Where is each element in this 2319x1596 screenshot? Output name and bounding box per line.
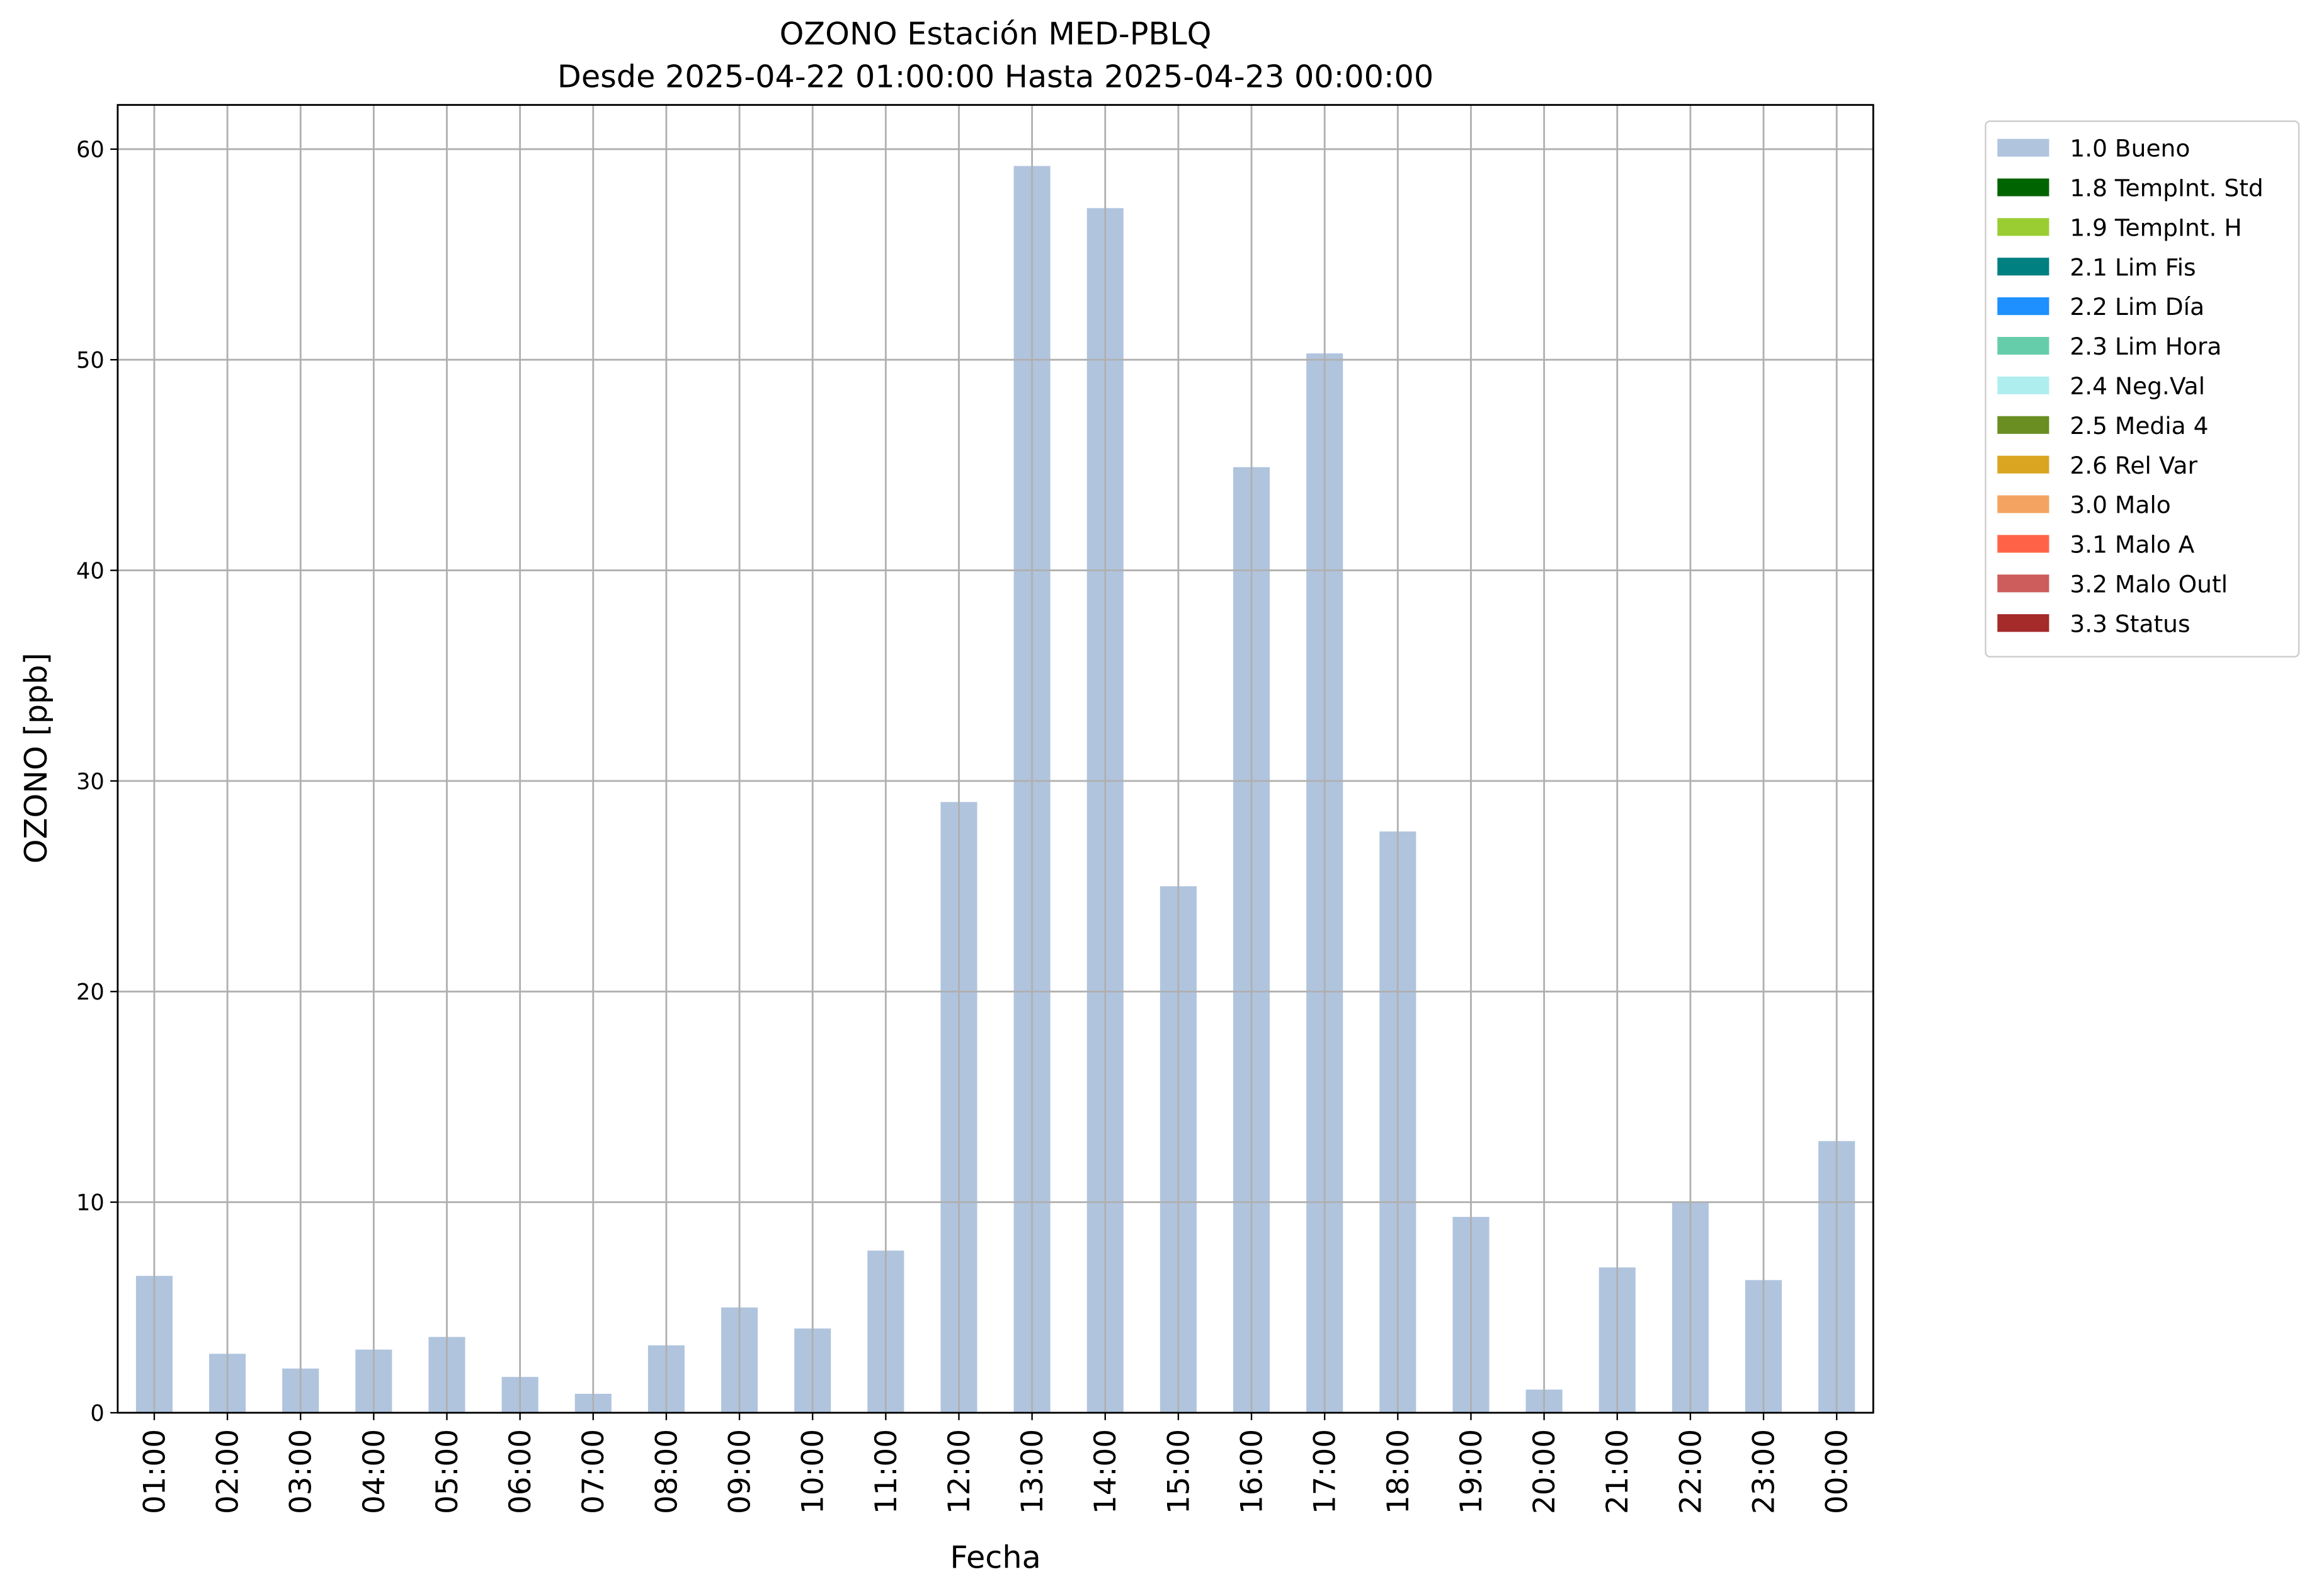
x-tick-label: 16:00: [1234, 1429, 1269, 1514]
y-tick-label: 10: [76, 1190, 105, 1216]
legend-label: 2.4 Neg.Val: [2070, 372, 2205, 400]
x-tick-label: 01:00: [137, 1429, 172, 1514]
x-tick-label: 13:00: [1015, 1429, 1050, 1514]
x-tick-label: 14:00: [1088, 1429, 1123, 1514]
x-tick-label: 03:00: [284, 1429, 319, 1514]
y-tick-label: 60: [76, 137, 105, 163]
legend-swatch: [1997, 376, 2049, 394]
x-tick-label: 12:00: [942, 1429, 977, 1514]
legend-label: 1.8 TempInt. Std: [2070, 174, 2263, 202]
legend-label: 1.9 TempInt. H: [2070, 214, 2242, 241]
legend-label: 2.3 Lim Hora: [2070, 333, 2221, 360]
legend-swatch: [1997, 495, 2049, 513]
x-tick-label: 04:00: [357, 1429, 392, 1514]
legend-swatch: [1997, 455, 2049, 474]
chart-title: OZONO Estación MED-PBLQ: [780, 15, 1212, 52]
legend-swatch: [1997, 297, 2049, 316]
chart-subtitle: Desde 2025-04-22 01:00:00 Hasta 2025-04-…: [557, 58, 1433, 94]
plot-area: 0 10 20 30 40 50 60 01:00 02:00 03:00 04:00 05:00 06…: [76, 104, 1874, 1514]
x-tick-label: 17:00: [1308, 1429, 1343, 1514]
x-tick-label: 15:00: [1161, 1429, 1196, 1514]
x-tick-label: 09:00: [722, 1429, 757, 1514]
x-tick-label: 05:00: [430, 1429, 465, 1514]
legend-swatch: [1997, 574, 2049, 593]
x-tick-label: 02:00: [210, 1429, 245, 1514]
legend: 1.0 Bueno 1.8 TempInt. Std 1.9 TempInt. H 2…: [1985, 120, 2300, 658]
legend-swatch: [1997, 139, 2049, 157]
x-tick-label: 06:00: [503, 1429, 538, 1514]
legend-label: 3.3 Status: [2070, 610, 2190, 637]
legend-label: 3.1 Malo A: [2070, 531, 2194, 559]
legend-swatch: [1997, 178, 2049, 197]
plot-frame: [117, 104, 1874, 1414]
legend-label: 3.2 Malo Outl: [2070, 570, 2228, 598]
legend-frame: [1985, 120, 2300, 658]
legend-swatch: [1997, 416, 2049, 434]
legend-label: 2.1 Lim Fis: [2070, 253, 2196, 281]
x-tick-label: 18:00: [1381, 1429, 1416, 1514]
y-tick-label: 0: [90, 1401, 104, 1427]
y-tick-label: 50: [76, 348, 105, 373]
legend-swatch: [1997, 218, 2049, 236]
x-tick-label: 19:00: [1454, 1429, 1489, 1514]
x-tick-label: 22:00: [1673, 1429, 1708, 1514]
x-tick-label: 08:00: [649, 1429, 684, 1514]
legend-label: 2.2 Lim Día: [2070, 293, 2204, 321]
x-tick-label: 07:00: [576, 1429, 611, 1514]
legend-swatch: [1997, 535, 2049, 553]
legend-label: 2.5 Media 4: [2070, 412, 2208, 440]
y-axis-label: OZONO [ppb]: [18, 653, 54, 864]
legend-swatch: [1997, 336, 2049, 355]
y-tick-label: 30: [76, 769, 105, 795]
x-tick-label: 00:00: [1820, 1429, 1855, 1514]
y-tick-label: 40: [76, 558, 105, 584]
legend-label: 3.0 Malo: [2070, 491, 2170, 519]
x-tick-label: 10:00: [796, 1429, 831, 1514]
x-tick-label: 20:00: [1527, 1429, 1562, 1514]
x-axis-label: Fecha: [950, 1539, 1040, 1575]
x-tick-label: 21:00: [1600, 1429, 1635, 1514]
x-tick-label: 11:00: [869, 1429, 904, 1514]
legend-label: 2.6 Rel Var: [2070, 452, 2197, 479]
legend-swatch: [1997, 258, 2049, 276]
x-tick-label: 23:00: [1746, 1429, 1781, 1514]
y-tick-label: 20: [76, 979, 105, 1005]
legend-label: 1.0 Bueno: [2070, 135, 2190, 162]
legend-swatch: [1997, 614, 2049, 632]
